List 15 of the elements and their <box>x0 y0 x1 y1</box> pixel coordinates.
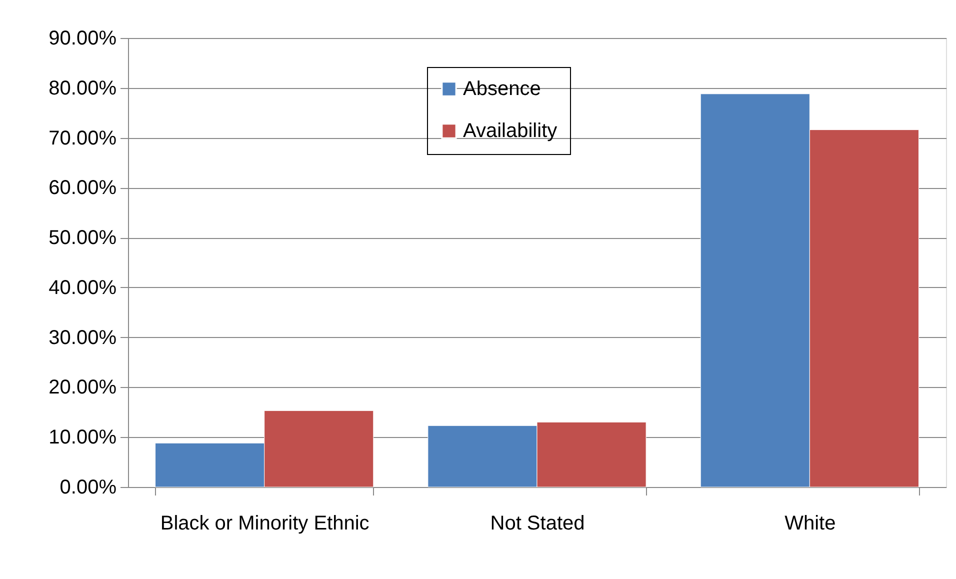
y-tick-label: 30.00% <box>48 326 117 349</box>
y-tick-label: 50.00% <box>48 227 117 250</box>
y-tick-label: 40.00% <box>48 276 117 299</box>
y-tick-label: 60.00% <box>48 177 117 200</box>
x-tick-label: Black or Minority Ethnic <box>160 512 370 534</box>
y-tick-label: 0.00% <box>60 476 117 498</box>
y-tick-label: 20.00% <box>48 376 117 399</box>
y-tick-label: 80.00% <box>48 77 117 100</box>
legend-label: Absence <box>463 78 541 100</box>
y-tick-label: 10.00% <box>48 426 117 449</box>
legend-label: Availability <box>463 120 558 142</box>
x-tick-label: White <box>784 512 836 534</box>
y-tick-label: 70.00% <box>48 127 117 150</box>
x-tick-label: Not Stated <box>490 512 585 534</box>
y-tick-label: 90.00% <box>48 28 117 50</box>
